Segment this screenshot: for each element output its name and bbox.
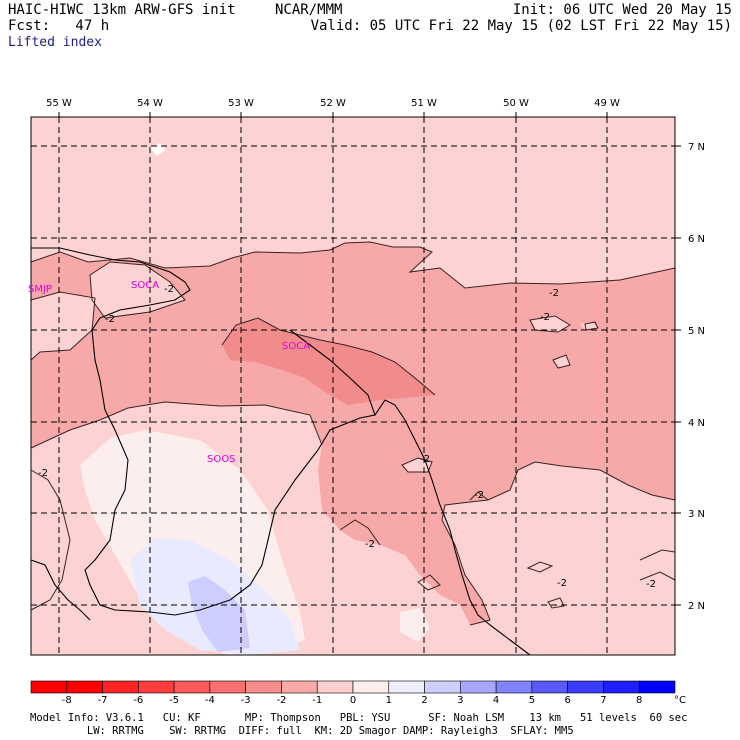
color-scale-swatch: [352, 680, 390, 694]
valid-time: Valid: 05 UTC Fri 22 May 15 (02 LST Fri …: [310, 18, 732, 34]
color-scale-tick-label: 3: [457, 695, 463, 706]
color-scale-swatch: [603, 680, 640, 694]
longitude-labels: 55 W 54 W 53 W 52 W 51 W 50 W 49 W: [46, 98, 620, 109]
color-scale-tick-label: -7: [98, 695, 108, 706]
frame-ticks: [58, 112, 681, 606]
lat-label: 6 N: [688, 234, 705, 245]
li-region-strong: [222, 318, 435, 405]
lon-label: 49 W: [594, 98, 620, 109]
color-scale-tick-label: -5: [169, 695, 179, 706]
color-scale-swatch: [567, 680, 604, 694]
contour-label: -2: [365, 539, 375, 550]
color-scale-swatch: [638, 680, 676, 694]
station-label: SMJP: [28, 284, 52, 295]
contour-label: -2: [105, 314, 115, 325]
color-scale-swatch: [66, 680, 103, 694]
lon-label: 54 W: [137, 98, 163, 109]
color-scale-swatch: [245, 680, 282, 694]
contour-labels: -2 -2 -2 -2 -2 -2 -2 -2 -2 -2: [38, 284, 656, 590]
contour-label: -2: [164, 284, 174, 295]
color-scale-swatch: [424, 680, 461, 694]
color-scale-swatch: [209, 680, 246, 694]
model-info-line-2: LW: RRTMG SW: RRTMG DIFF: full KM: 2D Sm…: [30, 725, 574, 737]
lon-label: 52 W: [320, 98, 346, 109]
color-scale-unit: °C: [674, 695, 686, 706]
color-scale-swatch: [30, 680, 68, 694]
li-region-positive: [188, 576, 250, 652]
country-borders: [30, 247, 531, 656]
contour-label: -2: [646, 579, 656, 590]
model-center: NCAR/MMM: [275, 2, 343, 18]
lon-label: 51 W: [411, 98, 437, 109]
li-patch-light: [400, 608, 430, 642]
lat-label: 7 N: [688, 142, 705, 153]
color-scale-tick-label: 6: [564, 695, 570, 706]
color-scale-tick-label: 5: [529, 695, 535, 706]
color-scale-tick-label: 1: [386, 695, 392, 706]
color-scale-tick-label: 7: [600, 695, 606, 706]
color-scale-swatch: [460, 680, 497, 694]
contour-label: -2: [474, 490, 484, 501]
color-scale-bar: -8 -7 -6 -5 -4 -3 -2 -1 0 1 2 3 4 5 6 7 8: [30, 680, 676, 706]
color-scale-tick-label: 2: [421, 695, 427, 706]
li-region-weak-west: [31, 292, 95, 360]
model-title: HAIC-HIWC 13km ARW-GFS init: [8, 2, 236, 18]
contour-label: -2: [540, 312, 550, 323]
color-scale-swatch: [173, 680, 211, 694]
map-frame: [30, 116, 676, 656]
contour-label: -2: [420, 454, 430, 465]
forecast-hour: Fcst: 47 h: [8, 18, 110, 34]
color-scale-swatch: [495, 680, 533, 694]
li-patch-light: [553, 355, 570, 368]
color-scale-swatch: [531, 680, 568, 694]
latitude-labels: 7 N 6 N 5 N 4 N 3 N 2 N: [688, 142, 705, 612]
lon-label: 55 W: [46, 98, 72, 109]
color-scale-swatch: [281, 680, 318, 694]
color-scale-tick-label: 4: [493, 695, 499, 706]
station-label: SOCA: [282, 341, 310, 352]
color-scale-tick-label: -4: [205, 695, 215, 706]
station-labels: SMJP SOCA SOCA SOOS: [28, 280, 310, 465]
lat-label: 4 N: [688, 418, 705, 429]
color-scale-tick-label: -8: [62, 695, 72, 706]
color-scale-swatch: [102, 680, 139, 694]
color-scale-swatch: [388, 680, 425, 694]
lat-label: 3 N: [688, 509, 705, 520]
color-scale-tick-label: -2: [276, 695, 286, 706]
color-scale-tick-label: 0: [350, 695, 356, 706]
contour-label: -2: [557, 578, 567, 589]
init-time: Init: 06 UTC Wed 20 May 15: [512, 2, 732, 18]
field-name: Lifted index: [8, 35, 102, 50]
lat-label: 2 N: [688, 601, 705, 612]
model-info-line-1: Model Info: V3.6.1 CU: KF MP: Thompson P…: [30, 712, 688, 724]
color-scale-tick-label: 8: [636, 695, 642, 706]
station-label: SOOS: [207, 454, 235, 465]
contour-label: -2: [38, 468, 48, 479]
station-label: SOCA: [131, 280, 159, 291]
color-scale-tick-label: -3: [241, 695, 251, 706]
color-scale-swatch: [138, 680, 175, 694]
lat-lon-grid: [31, 117, 675, 655]
contour-label: -2: [549, 288, 559, 299]
li-region-moderate: [31, 242, 675, 625]
li-patch-light: [90, 262, 185, 318]
li-patch-light: [530, 316, 570, 332]
color-scale-tick-label: -6: [133, 695, 143, 706]
color-scale-swatch: [316, 680, 354, 694]
color-scale-tick-label: -1: [312, 695, 322, 706]
lon-label: 50 W: [503, 98, 529, 109]
lon-label: 53 W: [228, 98, 254, 109]
lat-label: 5 N: [688, 326, 705, 337]
